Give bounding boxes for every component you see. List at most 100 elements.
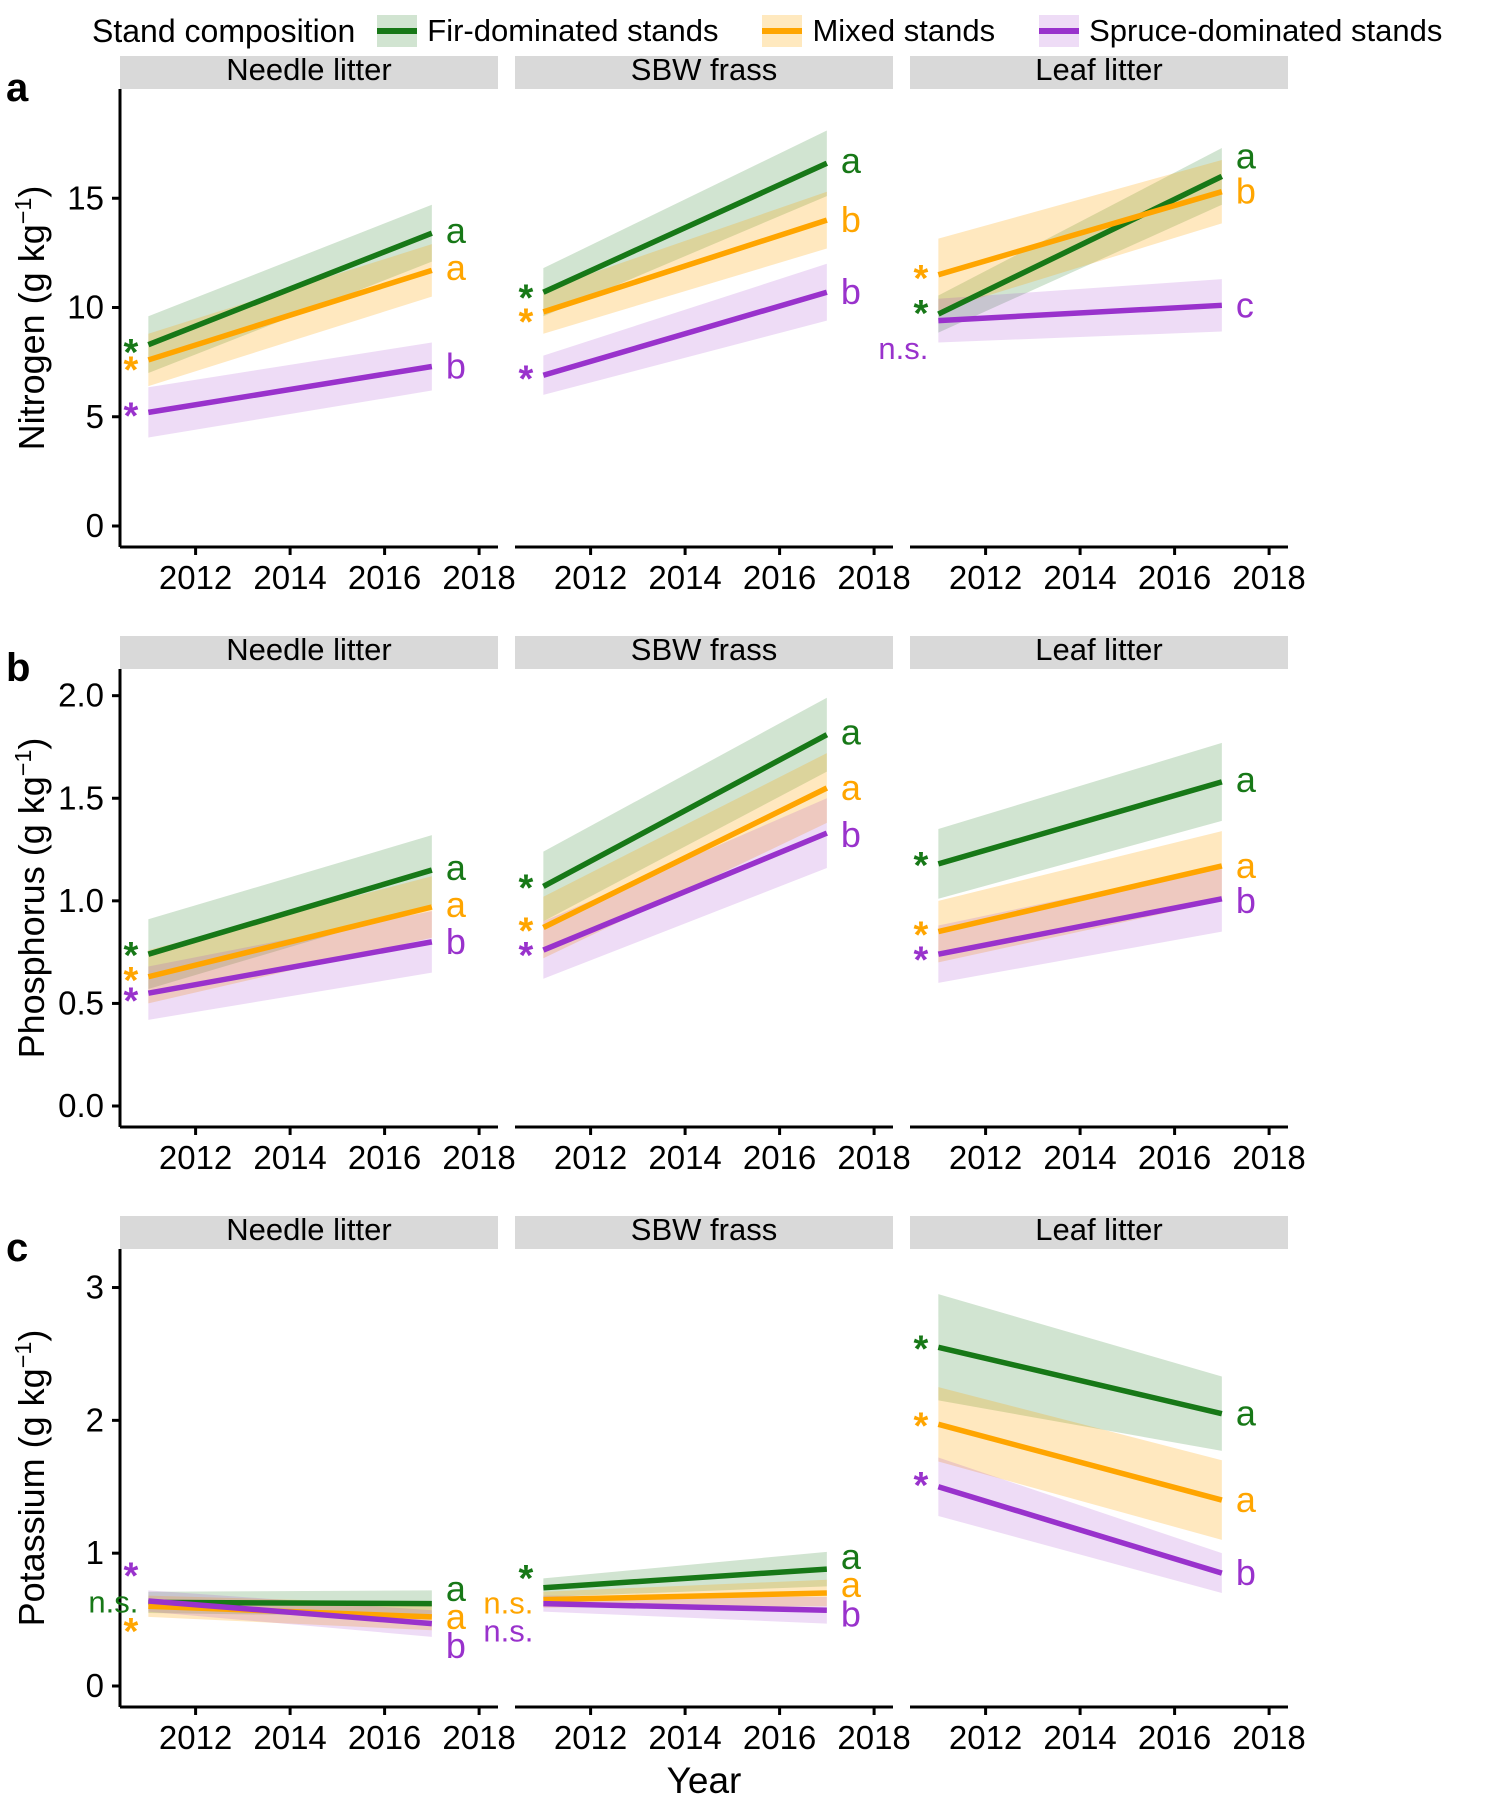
facet-title: Needle litter: [226, 56, 391, 87]
facet-title: Needle litter: [226, 636, 391, 667]
row-c-potassium: c 0 1 2 3 Potassium (g kg−1) Needle litter 201…: [0, 1216, 1496, 1756]
x-tick-label: 2018: [1232, 1139, 1305, 1176]
y-axis-title: Potassium (g kg−1): [10, 1330, 52, 1627]
end-label-mixed: a: [1236, 1479, 1257, 1520]
x-tick-label: 2012: [159, 1719, 232, 1756]
x-axis-title: Year: [666, 1760, 742, 1801]
sig-label-fir: *: [124, 935, 139, 977]
legend-item-label: Mixed stands: [812, 13, 996, 48]
x-tick-label: 2016: [743, 559, 816, 596]
x-tick-label: 2018: [1232, 559, 1305, 596]
facet-header: [910, 636, 1288, 669]
facet-title: Leaf litter: [1035, 636, 1163, 667]
sig-label-fir: *: [914, 845, 929, 887]
end-label-fir: a: [446, 210, 467, 251]
sig-label-mixed: *: [124, 350, 139, 392]
x-tick-label: 2014: [253, 1719, 326, 1756]
facet-title: Leaf litter: [1035, 1216, 1163, 1247]
confidence-ribbon-fir: [938, 147, 1222, 333]
end-label-fir: a: [446, 1568, 467, 1609]
sig-label-spruce: *: [914, 939, 929, 981]
end-label-spruce: b: [841, 814, 861, 855]
legend-item-fir: Fir-dominated stands: [377, 13, 718, 49]
trend-line-mixed: [937, 863, 1223, 935]
x-tick-label: 2018: [1232, 1719, 1305, 1756]
facet-header: [120, 636, 498, 669]
legend: Stand composition Fir-dominated stands M…: [0, 6, 1496, 56]
end-label-mixed: a: [841, 767, 862, 808]
trend-line-spruce: [937, 1484, 1223, 1576]
facet-header: [515, 1216, 893, 1249]
y-tick-label: 15: [67, 179, 104, 216]
x-tick-label: 2012: [554, 1719, 627, 1756]
x-tick-label: 2014: [1043, 559, 1116, 596]
y-tick-label: 2: [86, 1401, 104, 1438]
x-tick-label: 2012: [159, 559, 232, 596]
trend-line-fir: [937, 779, 1223, 867]
confidence-ribbon-mixed: [543, 191, 827, 334]
sig-label-fir: *: [519, 1558, 534, 1600]
trend-line-spruce: [543, 1600, 827, 1614]
facet-header: [120, 1216, 498, 1249]
end-label-mixed: a: [1236, 845, 1257, 886]
y-tick-label: 5: [86, 398, 104, 435]
x-tick-label: 2014: [648, 1139, 721, 1176]
trend-line-spruce: [147, 939, 433, 996]
facet-title: SBW frass: [631, 636, 777, 667]
end-label-spruce: b: [446, 921, 466, 962]
sig-label-mixed: *: [914, 258, 929, 300]
fir-legend-swatch-icon: [377, 15, 418, 47]
y-axis-title: Nitrogen (g kg−1): [10, 186, 52, 451]
trend-line-fir: [937, 1344, 1223, 1417]
trend-line-mixed: [937, 1421, 1223, 1503]
legend-item-label: Fir-dominated stands: [427, 13, 719, 48]
y-tick-label: 10: [67, 289, 104, 326]
y-tick-label: 2.0: [58, 677, 104, 714]
sig-label-spruce: n.s.: [878, 331, 928, 366]
sig-label-fir: *: [124, 332, 139, 374]
trend-line-spruce: [148, 1598, 433, 1627]
sig-label-mixed: *: [914, 915, 929, 957]
trend-line-mixed: [147, 267, 433, 363]
sig-label-mixed: *: [914, 1405, 929, 1447]
x-tick-label: 2012: [159, 1139, 232, 1176]
legend-item-mixed: Mixed stands: [762, 13, 995, 49]
trend-line-mixed: [937, 189, 1223, 278]
x-tick-label: 2016: [743, 1719, 816, 1756]
confidence-ribbon-spruce: [543, 263, 827, 395]
x-tick-label: 2016: [1138, 559, 1211, 596]
x-tick-label: 2014: [253, 559, 326, 596]
sig-label-fir: *: [914, 293, 929, 335]
x-tick-label: 2012: [554, 559, 627, 596]
sig-label-mixed: *: [124, 1611, 139, 1653]
end-label-spruce: b: [446, 345, 466, 386]
y-tick-label: 0.5: [58, 984, 104, 1021]
trend-line-spruce: [542, 830, 828, 953]
end-label-mixed: b: [841, 199, 861, 240]
trend-line-fir: [542, 160, 828, 295]
facet-title: Leaf litter: [1035, 56, 1163, 87]
end-label-fir: a: [446, 847, 467, 888]
x-tick-label: 2012: [949, 1139, 1022, 1176]
x-tick-label: 2016: [1138, 1139, 1211, 1176]
x-tick-label: 2016: [743, 1139, 816, 1176]
x-tick-label: 2018: [442, 559, 515, 596]
sig-label-spruce: *: [914, 1465, 929, 1507]
sig-label-spruce: *: [124, 396, 139, 438]
x-tick-label: 2016: [348, 1719, 421, 1756]
trend-line-fir: [937, 173, 1224, 317]
y-tick-label: 1.0: [58, 882, 104, 919]
row-letter-b: b: [6, 646, 31, 690]
trend-line-spruce: [938, 302, 1222, 324]
trend-line-mixed: [542, 217, 828, 315]
x-tick-label: 2018: [442, 1719, 515, 1756]
sig-label-mixed: *: [519, 911, 534, 953]
confidence-ribbon-fir: [938, 1294, 1222, 1451]
x-tick-label: 2018: [837, 559, 910, 596]
potassium-chart: 0 1 2 3 Potassium (g kg−1) Needle litter 2012 2…: [10, 1216, 1306, 1756]
y-tick-label: 0: [86, 507, 104, 544]
sig-label-mixed: n.s.: [483, 1586, 533, 1621]
